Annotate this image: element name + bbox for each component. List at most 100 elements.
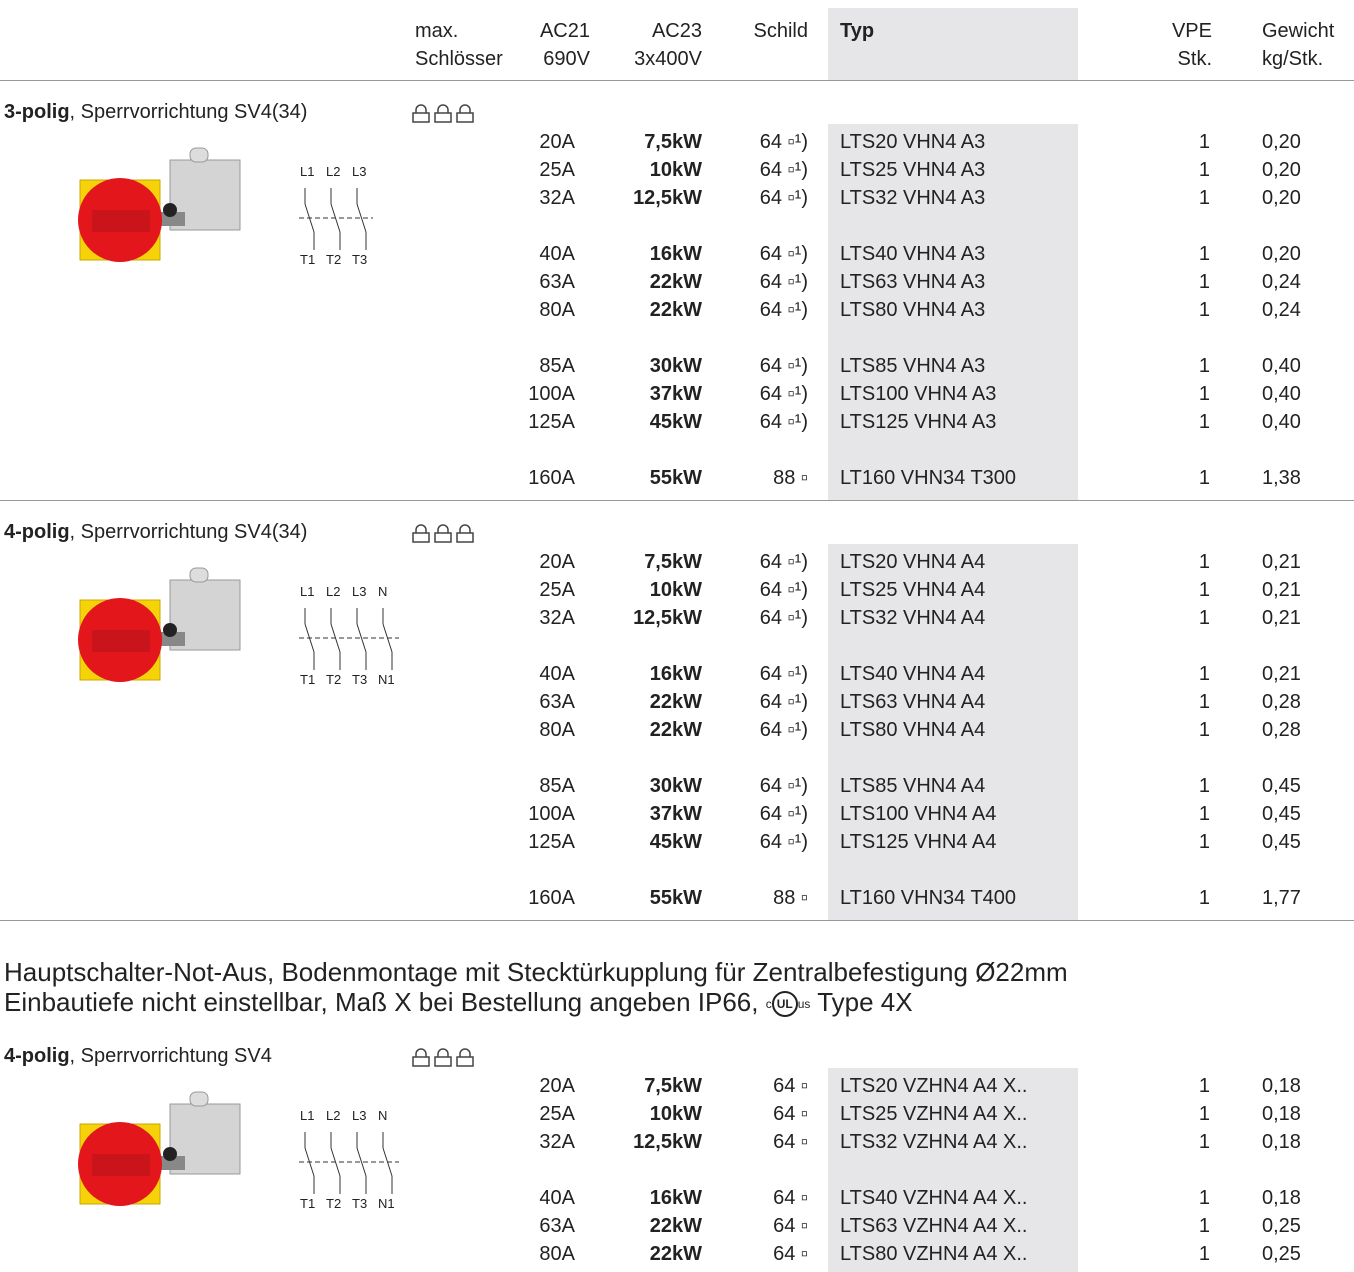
cell: 160A: [528, 887, 575, 909]
cell: 1: [1198, 579, 1210, 601]
diagram-label: N: [378, 1108, 388, 1123]
cell: 22kW: [649, 1243, 702, 1265]
cell: LTS20 VZHN4 A4 X..: [840, 1075, 1028, 1097]
cell: LTS32 VHN4 A4: [840, 607, 986, 629]
cell: 64 ▫¹): [759, 691, 808, 713]
lock-icons: [412, 104, 474, 123]
diagram-label: T3: [352, 252, 368, 267]
header-cell: Gewicht: [1262, 20, 1335, 42]
cell: 1: [1198, 243, 1210, 265]
lock-icons: [412, 1048, 474, 1067]
diagram-label: T3: [352, 672, 368, 687]
section-title: 4-polig, Sperrvorrichtung SV4(34): [4, 520, 307, 544]
cell: 0,25: [1262, 1243, 1301, 1265]
cell: 0,25: [1262, 1215, 1301, 1237]
diagram-label: L3: [352, 164, 367, 179]
cell: 64 ▫¹): [759, 607, 808, 629]
cell: 30kW: [649, 775, 702, 797]
cell: LTS25 VHN4 A3: [840, 159, 986, 181]
diagram-label: L2: [326, 584, 341, 599]
cell: 0,24: [1262, 299, 1301, 321]
cell: LT160 VHN34 T400: [840, 887, 1017, 909]
cell: LTS25 VZHN4 A4 X..: [840, 1103, 1028, 1125]
header-cell: AC21: [539, 20, 590, 42]
section-title-rest: , Sperrvorrichtung SV4(34): [69, 521, 308, 543]
section-title-bold: 3-polig: [4, 101, 70, 123]
note-line: Hauptschalter-Not-Aus, Bodenmontage mit …: [4, 957, 1068, 987]
cell: 25A: [539, 579, 575, 601]
cell: 1: [1198, 1103, 1210, 1125]
cell: 1: [1198, 131, 1210, 153]
cell: 100A: [528, 383, 575, 405]
cell: 80A: [539, 719, 575, 741]
header-cell: max.: [415, 20, 459, 42]
cell: 88 ▫: [773, 467, 808, 489]
cell: 64 ▫¹): [759, 719, 808, 741]
cell: 64 ▫¹): [759, 187, 808, 209]
cell: 0,18: [1262, 1075, 1301, 1097]
cell: 22kW: [649, 271, 702, 293]
circuit-diagram: [299, 1132, 399, 1194]
cell: 0,21: [1262, 551, 1301, 573]
section-title: 3-polig, Sperrvorrichtung SV4(34): [4, 100, 307, 124]
diagram-label: L2: [326, 164, 341, 179]
cell: LTS40 VHN4 A4: [840, 663, 986, 685]
cell: 22kW: [649, 1215, 702, 1237]
product-image: [78, 567, 241, 682]
cell: LTS32 VHN4 A3: [840, 187, 986, 209]
circuit-diagram: [299, 608, 399, 670]
header-cell: Stk.: [1177, 48, 1212, 70]
header-cell: Schild: [753, 20, 808, 42]
cell: 160A: [528, 467, 575, 489]
cell: 64 ▫¹): [759, 551, 808, 573]
cell: 1: [1198, 355, 1210, 377]
circuit-diagram: [299, 188, 373, 250]
header-cell: AC23: [651, 20, 702, 42]
cell: 45kW: [649, 831, 702, 853]
cell: 64 ▫¹): [759, 243, 808, 265]
cell: 0,21: [1262, 607, 1301, 629]
cell: 12,5kW: [633, 1131, 702, 1153]
diagram-label: L3: [352, 1108, 367, 1123]
cell: LT160 VHN34 T300: [840, 467, 1017, 489]
cell: 64 ▫¹): [759, 299, 808, 321]
cell: LTS40 VHN4 A3: [840, 243, 986, 265]
cell: 80A: [539, 299, 575, 321]
cell: 55kW: [649, 887, 702, 909]
cell: 1: [1198, 271, 1210, 293]
cell: 1: [1198, 551, 1210, 573]
cell: 88 ▫: [773, 887, 808, 909]
header-cell: Schlösser: [415, 48, 503, 70]
cell: 125A: [528, 831, 575, 853]
cell: 37kW: [649, 803, 702, 825]
cell: 40A: [539, 1187, 575, 1209]
cell: 1,77: [1262, 887, 1301, 909]
product-image: [78, 147, 241, 262]
diagram-label: L3: [352, 584, 367, 599]
lock-icons: [412, 524, 474, 543]
cell: 0,18: [1262, 1187, 1301, 1209]
cell: 0,40: [1262, 355, 1301, 377]
cell: 1: [1198, 775, 1210, 797]
product-image: [78, 1091, 241, 1206]
cell: 64 ▫¹): [759, 663, 808, 685]
cell: LTS125 VHN4 A3: [840, 411, 997, 433]
cell: 1: [1198, 299, 1210, 321]
cell: 37kW: [649, 383, 702, 405]
cell: 1: [1198, 691, 1210, 713]
diagram-label: N: [378, 584, 388, 599]
cell: 0,21: [1262, 663, 1301, 685]
header-cell: VPE: [1171, 20, 1212, 42]
cell: 0,20: [1262, 131, 1301, 153]
header-cell: kg/Stk.: [1262, 48, 1324, 70]
diagram-label: T3: [352, 1196, 368, 1211]
cell: 0,45: [1262, 803, 1301, 825]
cell: 1: [1198, 1187, 1210, 1209]
cell: 0,45: [1262, 831, 1301, 853]
section-title-bold: 4-polig: [4, 1045, 70, 1067]
cell: 1: [1198, 1075, 1210, 1097]
cell: 1: [1198, 383, 1210, 405]
rule: [0, 920, 1354, 921]
diagram-label: T2: [326, 1196, 342, 1211]
diagram-label: T1: [300, 252, 316, 267]
